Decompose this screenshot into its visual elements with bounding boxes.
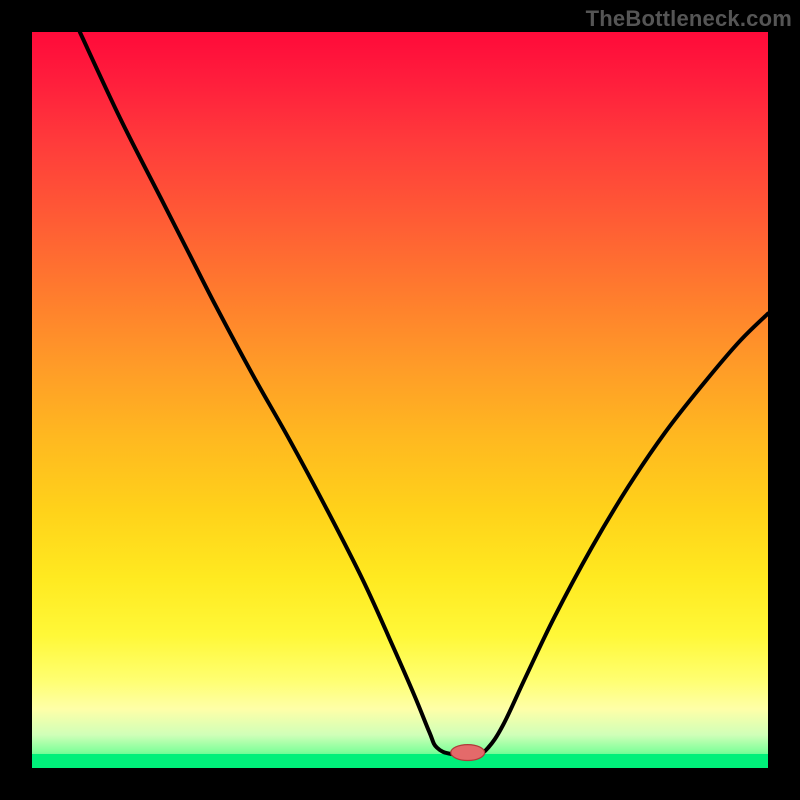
watermark-text: TheBottleneck.com	[586, 6, 792, 32]
bottleneck-chart	[0, 0, 800, 800]
chart-baseline	[32, 754, 768, 768]
optimal-point-marker	[451, 745, 485, 761]
